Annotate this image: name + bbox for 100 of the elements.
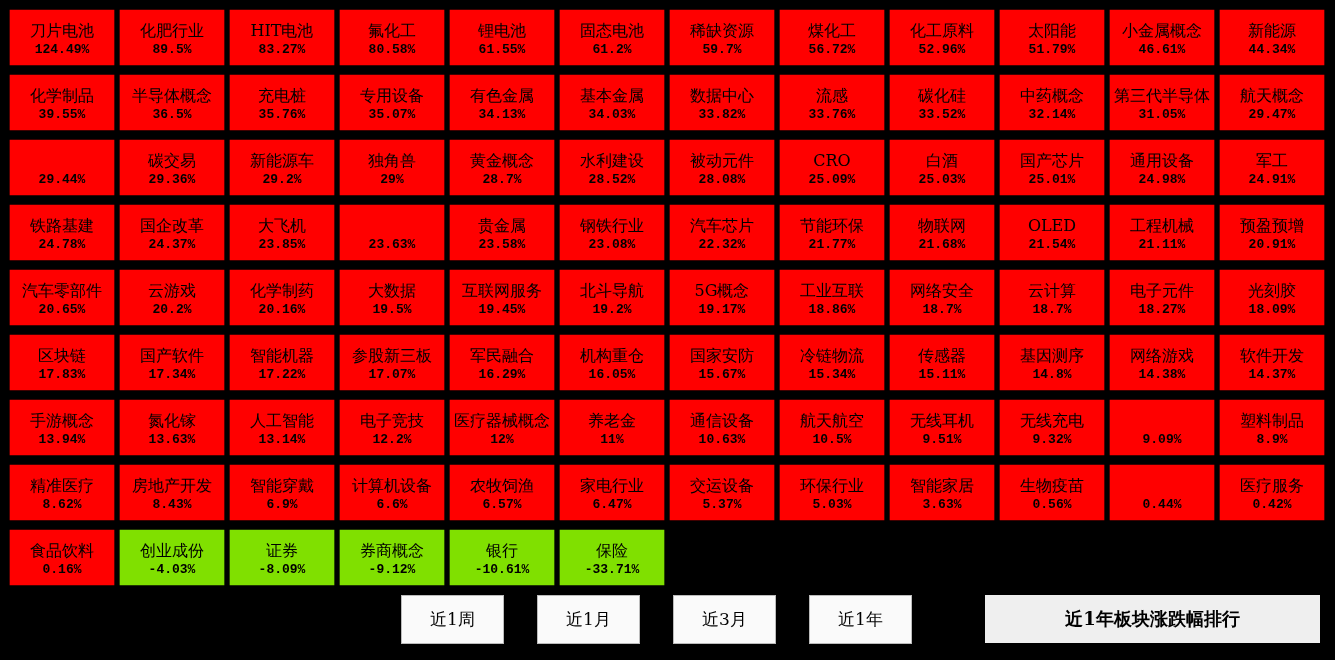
category-label: 锂电池 xyxy=(477,21,526,41)
data-label: 13.94% xyxy=(38,432,86,448)
category-label: HIT电池 xyxy=(250,21,314,41)
category-label: 数据中心 xyxy=(690,86,754,106)
category-label: 网络安全 xyxy=(910,281,974,301)
category-label: 通用设备 xyxy=(1130,151,1194,171)
data-label: 17.34% xyxy=(148,367,196,383)
data-label: 33.82% xyxy=(698,107,746,123)
category-label: 氮化镓 xyxy=(148,411,196,431)
category-label: 化肥行业 xyxy=(140,21,204,41)
category-label: 太阳能 xyxy=(1028,21,1076,41)
data-label: 18.27% xyxy=(1138,302,1186,318)
data-label: 28.52% xyxy=(588,172,636,188)
category-label: 碳交易 xyxy=(147,151,196,171)
category-label: 化工原料 xyxy=(910,21,974,41)
data-label: 29% xyxy=(380,172,404,188)
category-label: 智能家居 xyxy=(910,476,974,496)
data-label: 46.61% xyxy=(1138,42,1186,58)
category-label: 人工智能 xyxy=(250,411,314,431)
category-label: 交运设备 xyxy=(690,476,754,496)
data-label: 10.5% xyxy=(812,432,852,448)
data-label: 22.32% xyxy=(698,237,746,253)
category-label: 房地产开发 xyxy=(132,476,212,496)
category-label: 农牧饲渔 xyxy=(470,476,534,496)
data-label: 29.44% xyxy=(38,172,86,188)
category-label: 家电行业 xyxy=(580,476,644,496)
data-label: 23.63% xyxy=(368,237,416,253)
category-label: 创业成份 xyxy=(140,541,204,561)
data-label: 9.51% xyxy=(922,432,962,448)
category-label: 化学制药 xyxy=(250,281,314,301)
category-label: 券商概念 xyxy=(360,541,424,561)
category-label: 软件开发 xyxy=(1240,346,1304,366)
category-label: 网络游戏 xyxy=(1130,346,1194,366)
data-label: 15.11% xyxy=(918,367,966,383)
category-label: 医疗服务 xyxy=(1240,476,1304,496)
category-label: 无线耳机 xyxy=(910,411,974,431)
data-label: 44.34% xyxy=(1248,42,1296,58)
data-label: 36.5% xyxy=(152,107,192,123)
data-label: 20.2% xyxy=(152,302,192,318)
button[interactable]: 近3月 xyxy=(673,595,776,644)
category-label: 大飞机 xyxy=(258,216,306,236)
data-label: 18.7% xyxy=(1032,302,1072,318)
category-label: 第三代半导体 xyxy=(1114,86,1210,106)
category-label: 冷链物流 xyxy=(800,346,864,366)
category-label: 有色金属 xyxy=(470,86,534,106)
category-label: 贵金属 xyxy=(478,216,526,236)
category-label: 区块链 xyxy=(38,346,86,366)
category-label: 北斗导航 xyxy=(580,281,644,301)
data-label: 3.63% xyxy=(922,497,962,513)
category-label: 云游戏 xyxy=(148,281,196,301)
data-label: 31.05% xyxy=(1138,107,1186,123)
data-label: 24.91% xyxy=(1248,172,1296,188)
data-label: 0.42% xyxy=(1252,497,1292,513)
button[interactable]: 近1周 xyxy=(401,595,504,644)
data-label: -4.03% xyxy=(148,562,196,578)
data-label: 19.45% xyxy=(478,302,526,318)
category-label: 手游概念 xyxy=(30,411,94,431)
button[interactable]: 近1月 xyxy=(537,595,640,644)
data-label: 21.68% xyxy=(918,237,966,253)
data-label: 8.43% xyxy=(152,497,192,513)
category-label: 煤化工 xyxy=(808,21,856,41)
data-label: 6.9% xyxy=(266,497,298,513)
category-label: 工业互联 xyxy=(800,281,864,301)
data-label: 28.7% xyxy=(482,172,522,188)
category-label: 互联网服务 xyxy=(462,281,542,301)
data-label: 6.57% xyxy=(482,497,522,513)
category-label: 医疗器械概念 xyxy=(454,411,550,431)
data-label: 34.03% xyxy=(588,107,636,123)
data-label: 15.34% xyxy=(808,367,856,383)
category-label: 充电桩 xyxy=(258,86,306,106)
data-label: 56.72% xyxy=(808,42,856,58)
data-label: 83.27% xyxy=(258,42,306,58)
button[interactable]: 近1年 xyxy=(809,595,912,644)
data-label: 8.9% xyxy=(1256,432,1288,448)
data-label: 0.44% xyxy=(1142,497,1182,513)
data-label: 24.98% xyxy=(1138,172,1186,188)
data-label: 15.67% xyxy=(698,367,746,383)
data-label: 18.86% xyxy=(808,302,856,318)
data-label: 5.37% xyxy=(702,497,742,513)
data-label: 32.14% xyxy=(1028,107,1076,123)
data-label: 39.55% xyxy=(38,107,86,123)
data-label: 25.03% xyxy=(918,172,966,188)
data-label: 29.36% xyxy=(148,172,196,188)
category-label: 通信设备 xyxy=(690,411,754,431)
data-label: -33.71% xyxy=(584,562,640,578)
data-label: 29.2% xyxy=(262,172,302,188)
data-label: 35.76% xyxy=(258,107,306,123)
category-label: 国家安防 xyxy=(690,346,754,366)
data-label: 29.47% xyxy=(1248,107,1296,123)
data-label: 21.54% xyxy=(1028,237,1076,253)
data-label: 25.01% xyxy=(1028,172,1076,188)
category-label: 基因测序 xyxy=(1020,346,1084,366)
data-label: 13.14% xyxy=(258,432,306,448)
data-label: 9.09% xyxy=(1142,432,1182,448)
category-label: 化学制品 xyxy=(30,86,94,106)
category-label: 云计算 xyxy=(1028,281,1076,301)
category-label: 参股新三板 xyxy=(352,346,432,366)
data-label: 17.22% xyxy=(258,367,306,383)
category-label: 环保行业 xyxy=(800,476,864,496)
data-label: 16.05% xyxy=(588,367,636,383)
